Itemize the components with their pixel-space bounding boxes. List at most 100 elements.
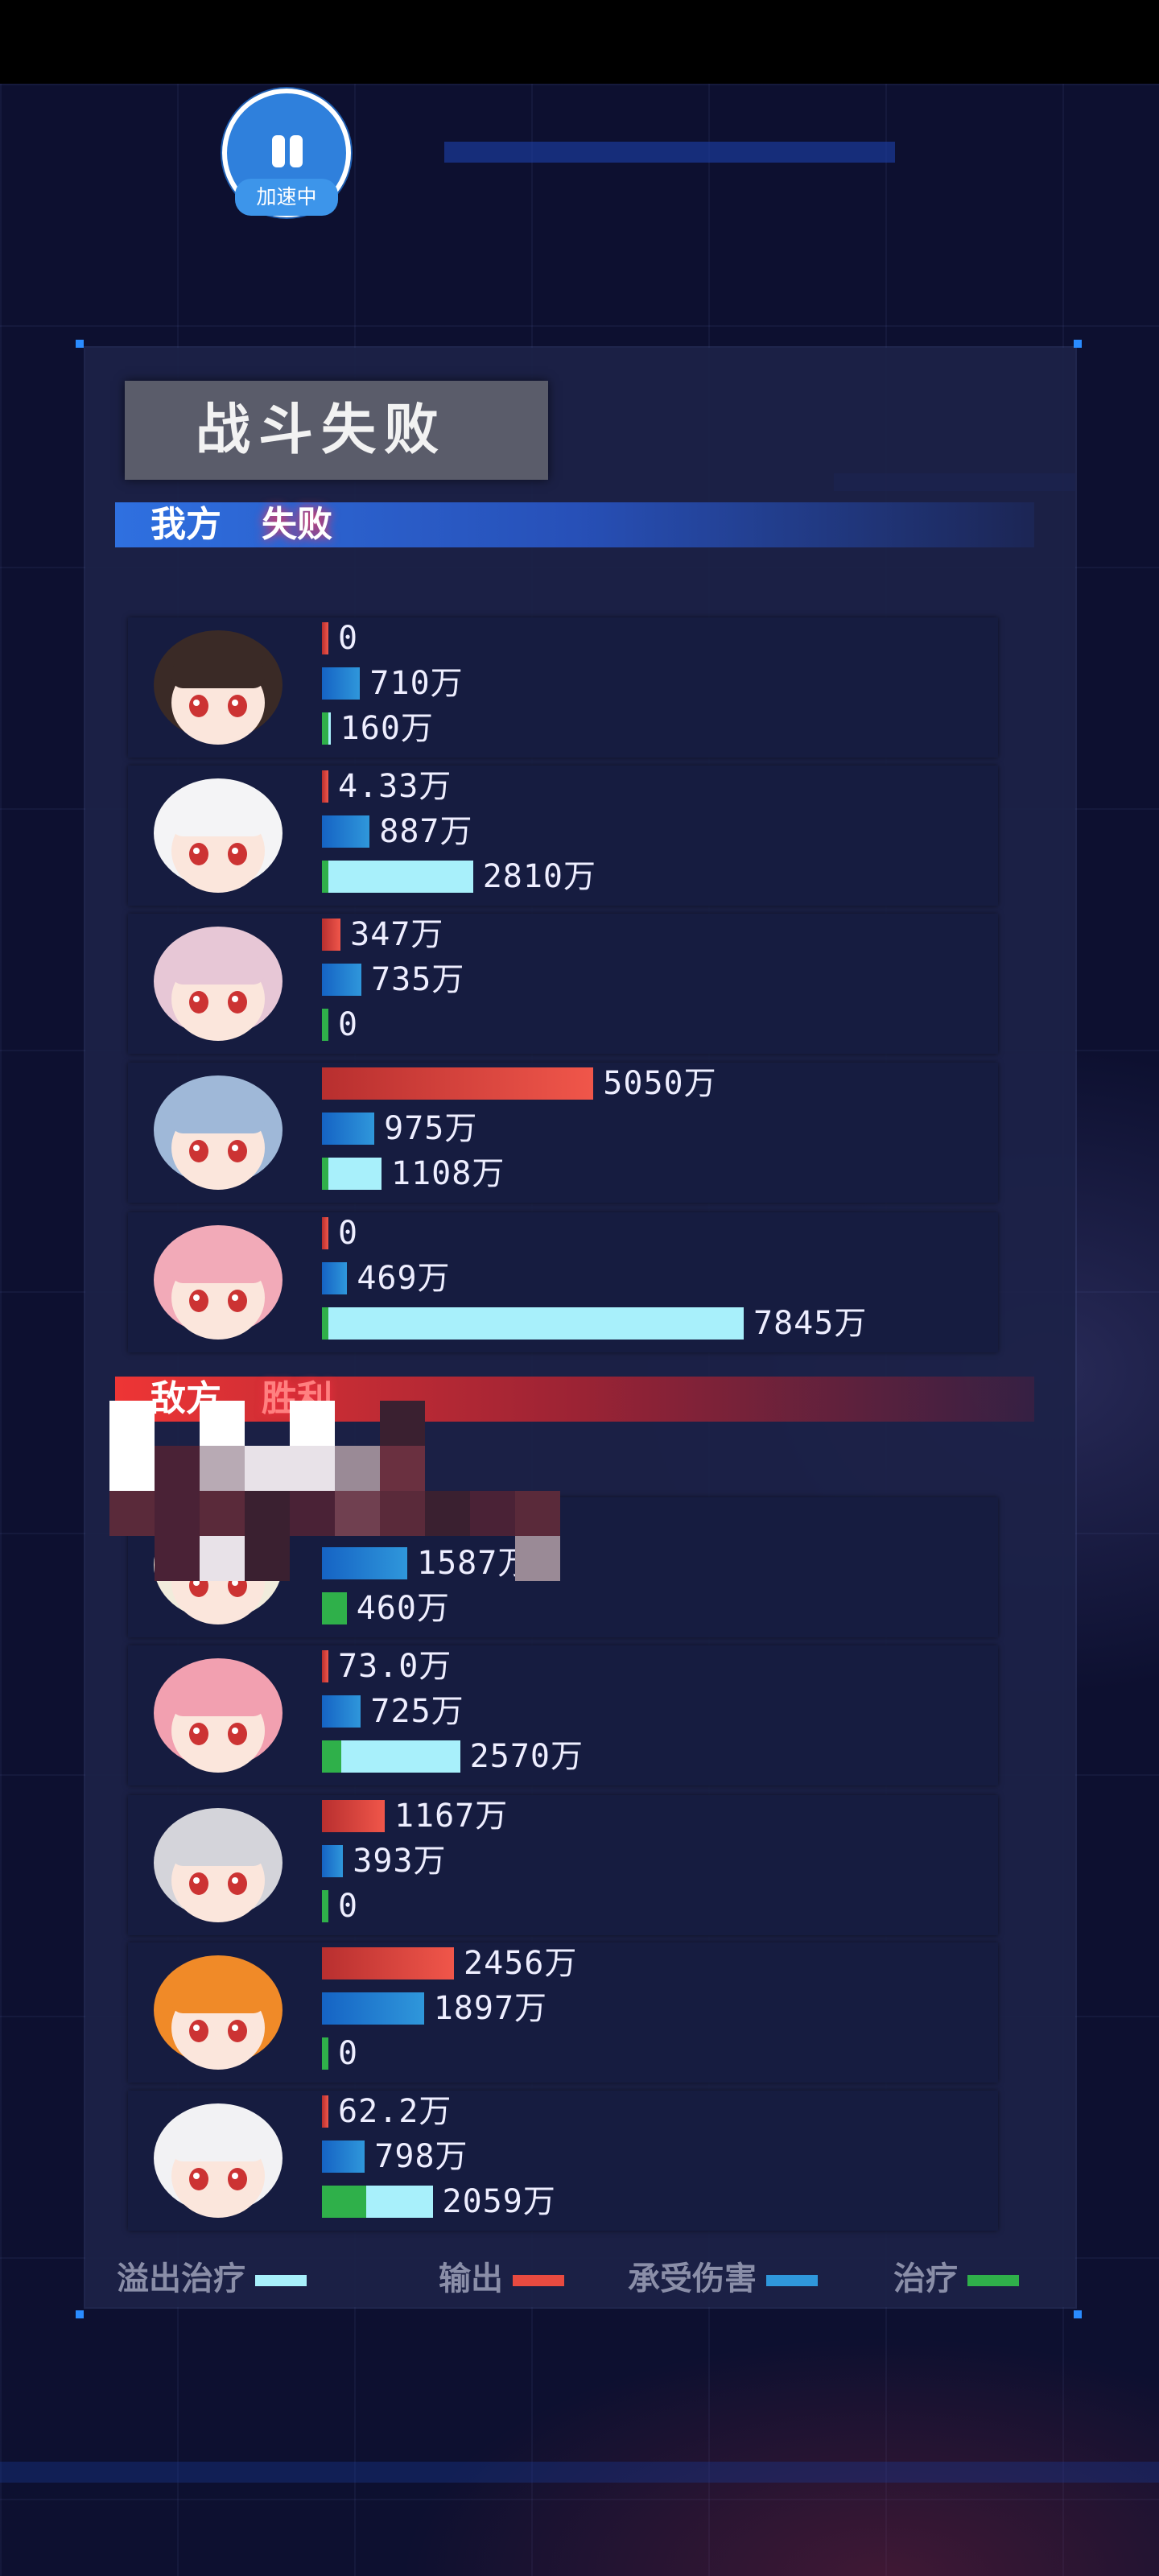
mosaic-cell bbox=[380, 1491, 425, 1536]
damage-value: 735万 bbox=[371, 961, 465, 998]
heal-value: 460万 bbox=[356, 1590, 450, 1627]
output-bar bbox=[322, 1067, 594, 1100]
output-bar bbox=[322, 1650, 328, 1682]
output-bar bbox=[322, 1800, 385, 1832]
output-bar bbox=[322, 770, 328, 803]
mosaic-cell bbox=[290, 1401, 335, 1446]
heal-bar bbox=[322, 1009, 328, 1041]
heal-segment bbox=[322, 1307, 328, 1340]
damage-value: 393万 bbox=[353, 1843, 447, 1880]
mosaic-cell bbox=[515, 1491, 560, 1536]
heal-segment bbox=[322, 861, 328, 893]
mosaic-cell bbox=[470, 1491, 515, 1536]
output-bar bbox=[322, 2095, 328, 2128]
damage-taken-bar bbox=[322, 1547, 407, 1579]
hero-stat-row: 0 710万 160万 bbox=[128, 617, 998, 758]
mosaic-cell bbox=[200, 1401, 245, 1446]
output-value: 347万 bbox=[350, 916, 444, 953]
heal-value: 0 bbox=[338, 1006, 359, 1043]
hero-avatar bbox=[154, 927, 283, 1041]
side-result: 失败 bbox=[262, 504, 332, 545]
heal-segment bbox=[322, 1009, 328, 1041]
damage-value: 798万 bbox=[374, 2138, 468, 2175]
output-value: 62.2万 bbox=[338, 2093, 452, 2130]
heal-segment bbox=[322, 1740, 342, 1773]
overflow-heal-segment bbox=[328, 861, 473, 893]
mosaic-cell bbox=[245, 1536, 290, 1581]
mosaic-cell bbox=[109, 1491, 155, 1536]
pause-icon bbox=[272, 135, 285, 167]
heal-bar bbox=[322, 1592, 347, 1624]
hero-avatar bbox=[154, 2103, 283, 2218]
corner-marker bbox=[1074, 2310, 1082, 2318]
speed-badge[interactable]: 加速中 bbox=[235, 179, 338, 216]
mosaic-cell bbox=[425, 1491, 470, 1536]
heal-bar bbox=[322, 1740, 460, 1773]
hero-stat-row: 347万 735万 0 bbox=[128, 914, 998, 1054]
mosaic-cell bbox=[290, 1491, 335, 1536]
mosaic-cell bbox=[155, 1491, 200, 1536]
output-value: 0 bbox=[338, 620, 359, 657]
legend-swatch bbox=[255, 2275, 307, 2286]
damage-taken-bar bbox=[322, 1262, 348, 1294]
hero-stat-row: 4.33万 887万 2810万 bbox=[128, 766, 998, 906]
heal-bar bbox=[322, 861, 473, 893]
mosaic-cell bbox=[515, 1536, 560, 1581]
output-value: 0 bbox=[338, 1215, 359, 1252]
damage-value: 887万 bbox=[379, 813, 473, 850]
side-label: 我方 bbox=[151, 504, 221, 545]
heal-value: 0 bbox=[338, 1888, 359, 1925]
pause-icon bbox=[290, 135, 303, 167]
page-title: 战斗失败 bbox=[125, 381, 548, 480]
heal-value: 2570万 bbox=[469, 1738, 584, 1775]
output-bar bbox=[322, 622, 328, 654]
output-value: 2456万 bbox=[464, 1945, 578, 1982]
mosaic-cell bbox=[335, 1491, 380, 1536]
heal-value: 7845万 bbox=[753, 1305, 868, 1342]
legend-item: 治疗 bbox=[893, 2259, 1019, 2299]
corner-marker bbox=[76, 2310, 84, 2318]
decor-stripe bbox=[444, 142, 895, 163]
output-bar bbox=[322, 1947, 455, 1979]
damage-taken-bar bbox=[322, 1992, 424, 2025]
heal-bar bbox=[322, 1307, 744, 1340]
heal-value: 2810万 bbox=[482, 858, 597, 895]
damage-value: 710万 bbox=[369, 665, 464, 702]
mosaic-cell bbox=[155, 1446, 200, 1491]
damage-taken-bar bbox=[322, 964, 362, 996]
output-value: 5050万 bbox=[603, 1065, 717, 1102]
damage-taken-bar bbox=[322, 667, 361, 700]
our-side-header: 我方 失败 bbox=[115, 502, 1034, 547]
hero-avatar bbox=[154, 1225, 283, 1340]
hero-stat-row: 5050万 975万 1108万 bbox=[128, 1063, 998, 1203]
hero-avatar bbox=[154, 630, 283, 745]
damage-taken-bar bbox=[322, 1695, 361, 1728]
heal-segment bbox=[322, 1890, 328, 1922]
hero-avatar bbox=[154, 778, 283, 893]
hero-stat-row: 62.2万 798万 2059万 bbox=[128, 2091, 998, 2231]
damage-taken-bar bbox=[322, 2140, 365, 2173]
damage-value: 1587万 bbox=[417, 1545, 531, 1582]
mosaic-cell bbox=[200, 1491, 245, 1536]
heal-value: 2059万 bbox=[442, 2183, 556, 2220]
heal-segment bbox=[322, 712, 328, 745]
decor-stripe bbox=[0, 2462, 1159, 2483]
heal-value: 160万 bbox=[340, 710, 434, 747]
overflow-heal-segment bbox=[366, 2186, 433, 2218]
hero-stat-row: 2456万 1897万 0 bbox=[128, 1942, 998, 2083]
hero-stat-row: 73.0万 725万 2570万 bbox=[128, 1645, 998, 1785]
hero-avatar bbox=[154, 1808, 283, 1922]
damage-value: 975万 bbox=[384, 1110, 478, 1147]
output-value: 73.0万 bbox=[338, 1648, 452, 1685]
damage-taken-bar bbox=[322, 1845, 344, 1877]
legend-label: 输出 bbox=[439, 2260, 503, 2297]
hero-avatar bbox=[154, 1075, 283, 1190]
legend-label: 溢出治疗 bbox=[117, 2260, 245, 2297]
mosaic-cell bbox=[109, 1401, 155, 1446]
heal-bar bbox=[322, 1158, 382, 1190]
output-bar bbox=[322, 1217, 328, 1249]
legend-swatch bbox=[766, 2275, 818, 2286]
hero-avatar bbox=[154, 1658, 283, 1773]
mosaic-cell bbox=[200, 1446, 245, 1491]
heal-value: 1108万 bbox=[391, 1155, 505, 1192]
